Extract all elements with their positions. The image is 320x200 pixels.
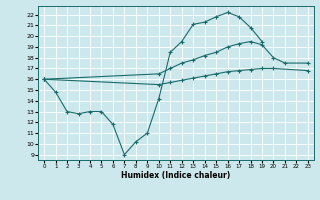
X-axis label: Humidex (Indice chaleur): Humidex (Indice chaleur)	[121, 171, 231, 180]
